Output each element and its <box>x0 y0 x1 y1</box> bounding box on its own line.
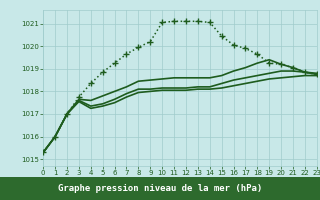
Text: Graphe pression niveau de la mer (hPa): Graphe pression niveau de la mer (hPa) <box>58 184 262 193</box>
